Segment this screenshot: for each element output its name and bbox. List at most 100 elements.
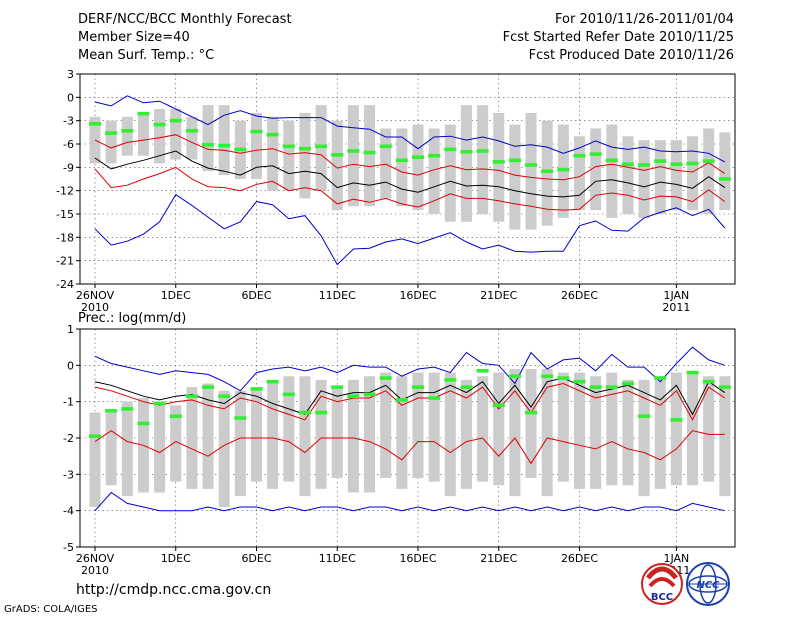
temp-range-box <box>574 136 585 211</box>
precip-line-mean-1-std <box>94 430 725 465</box>
temp-xtick-label: 16DEC <box>399 289 436 302</box>
temp-observed-marker <box>444 147 457 152</box>
temp-observed-marker <box>185 128 198 133</box>
temp-xtick-year-label: 2010 <box>81 301 109 314</box>
precip-observed-marker <box>185 394 198 399</box>
temp-line-ensemble-max <box>94 95 726 163</box>
temp-observed-marker <box>218 143 231 148</box>
temp-range-box <box>638 140 650 218</box>
precip-range-box <box>186 387 198 489</box>
precip-observed-marker <box>153 401 166 406</box>
precip-observed-marker <box>718 385 731 389</box>
temp-range-box <box>218 105 230 176</box>
temp-range-box <box>105 120 117 164</box>
precip-observed-marker <box>686 370 699 375</box>
temp-observed-marker <box>460 149 473 154</box>
temp-observed-marker <box>686 161 699 166</box>
temp-plot-frame <box>79 73 736 285</box>
member-size: Member Size=40 <box>78 30 190 45</box>
temp-xtick-label: 6DEC <box>241 289 271 302</box>
precip-range-box <box>170 405 182 482</box>
precip-observed-marker <box>379 376 392 380</box>
precip-xtick-label: 16DEC <box>399 552 436 565</box>
precip-range-box <box>299 376 311 497</box>
temp-observed-marker <box>492 160 505 164</box>
precip-range-box <box>654 376 666 489</box>
temp-range-box <box>654 140 666 214</box>
precip-observed-marker <box>670 418 683 422</box>
temp-range-box <box>477 105 489 214</box>
temp-observed-marker <box>363 150 376 155</box>
precip-observed-marker <box>218 394 231 399</box>
temp-range-box <box>396 128 408 207</box>
precip-range-box <box>638 379 650 497</box>
precip-range-box <box>574 372 585 489</box>
precip-observed-marker <box>363 392 376 397</box>
temp-range-box <box>154 109 166 164</box>
temp-line-ensemble-min <box>94 193 726 266</box>
precip-range-box <box>557 372 569 482</box>
temp-xtick-label: 1JAN <box>663 289 689 302</box>
precip-range-box <box>89 412 101 508</box>
temp-observed-marker <box>250 129 263 134</box>
precip-observed-marker <box>476 368 489 373</box>
precip-range-box <box>525 368 537 478</box>
precip-observed-marker <box>525 410 538 415</box>
precip-observed-marker <box>621 381 634 386</box>
precip-ytick-label: -1 <box>63 396 74 409</box>
temp-range-box <box>202 105 214 172</box>
temp-observed-marker <box>121 128 134 133</box>
temp-observed-marker <box>412 155 424 160</box>
temp-ytick-label: -12 <box>56 185 74 198</box>
precip-xtick-label: 26DEC <box>561 552 598 565</box>
temp-observed-marker <box>605 158 618 163</box>
temp-range-box <box>364 105 376 207</box>
temp-range-box <box>444 124 456 222</box>
precip-range-box <box>509 368 521 497</box>
fcst-produced-date: Fcst Produced Date 2010/11/26 <box>528 48 734 63</box>
precip-range-box <box>622 379 634 486</box>
precip-range-box <box>331 387 343 478</box>
temp-xtick-label: 26NOV <box>76 289 115 302</box>
precip-range-box <box>428 372 440 482</box>
temp-observed-marker <box>638 163 651 167</box>
temp-xtick-label: 21DEC <box>480 289 517 302</box>
precip-range-box <box>590 376 602 489</box>
precip-xtick-label: 21DEC <box>480 552 517 565</box>
temp-observed-marker <box>702 159 715 163</box>
precip-ytick-label: -4 <box>63 505 74 518</box>
temp-observed-marker <box>718 177 731 181</box>
forecast-period: For 2010/11/26-2011/01/04 <box>555 12 734 27</box>
precip-observed-marker <box>282 392 295 397</box>
temp-ytick-label: 3 <box>67 68 74 81</box>
precip-range-box <box>703 376 715 482</box>
temp-line-mean-1-std <box>94 134 726 181</box>
precip-xtick-label: 1DEC <box>161 552 191 565</box>
temp-range-box <box>460 105 472 222</box>
chart-title: DERF/NCC/BCC Monthly Forecast <box>78 12 292 27</box>
precip-observed-marker <box>250 387 263 391</box>
website-url[interactable]: http://cmdp.ncc.cma.gov.cn <box>76 582 272 598</box>
precip-ytick-label: -5 <box>63 541 74 554</box>
temp-range-box <box>121 116 133 156</box>
temp-xtick-label: 11DEC <box>319 289 356 302</box>
precip-range-box <box>687 372 699 486</box>
precip-range-box <box>380 372 392 478</box>
precip-observed-marker <box>169 414 182 418</box>
precip-observed-marker <box>444 378 457 382</box>
temp-range-box <box>493 112 505 222</box>
temp-range-box <box>703 128 715 214</box>
bcc-logo-icon: BCC <box>641 563 683 605</box>
precip-ytick-label: -3 <box>63 468 74 481</box>
temp-range-box <box>622 136 634 214</box>
temp-range-box <box>186 116 198 160</box>
precip-range-box <box>202 383 214 489</box>
temp-observed-marker <box>573 153 586 158</box>
precip-xtick-label: 11DEC <box>319 552 356 565</box>
precip-observed-marker <box>395 398 408 402</box>
precip-ytick-label: 1 <box>67 323 74 336</box>
temp-observed-marker <box>347 149 360 153</box>
precip-line-ensemble-mean <box>94 377 726 416</box>
temp-observed-marker <box>395 158 408 163</box>
